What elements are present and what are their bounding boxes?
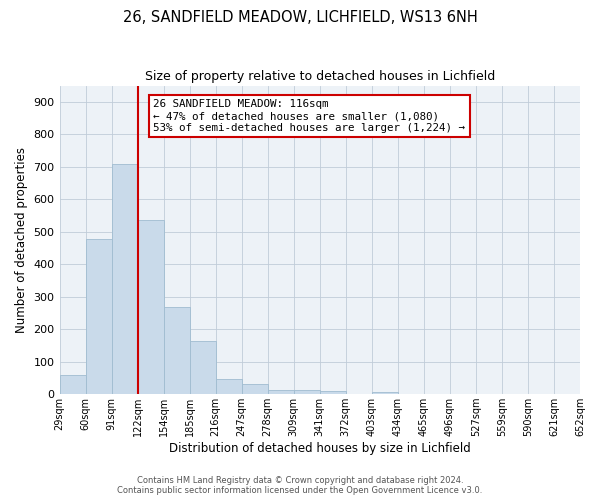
Bar: [190, 341, 215, 394]
Text: 26 SANDFIELD MEADOW: 116sqm
← 47% of detached houses are smaller (1,080)
53% of : 26 SANDFIELD MEADOW: 116sqm ← 47% of det…: [153, 100, 465, 132]
Text: Contains HM Land Registry data © Crown copyright and database right 2024.
Contai: Contains HM Land Registry data © Crown c…: [118, 476, 482, 495]
Text: 26, SANDFIELD MEADOW, LICHFIELD, WS13 6NH: 26, SANDFIELD MEADOW, LICHFIELD, WS13 6N…: [122, 10, 478, 25]
Bar: [294, 390, 320, 394]
Bar: [86, 239, 112, 394]
Bar: [268, 390, 294, 394]
X-axis label: Distribution of detached houses by size in Lichfield: Distribution of detached houses by size …: [169, 442, 470, 455]
Bar: [137, 220, 164, 394]
Title: Size of property relative to detached houses in Lichfield: Size of property relative to detached ho…: [145, 70, 495, 83]
Bar: [112, 164, 137, 394]
Bar: [242, 384, 268, 394]
Bar: [372, 392, 398, 394]
Bar: [320, 391, 346, 394]
Bar: [164, 307, 190, 394]
Bar: [215, 379, 242, 394]
Y-axis label: Number of detached properties: Number of detached properties: [15, 147, 28, 333]
Bar: [59, 374, 86, 394]
